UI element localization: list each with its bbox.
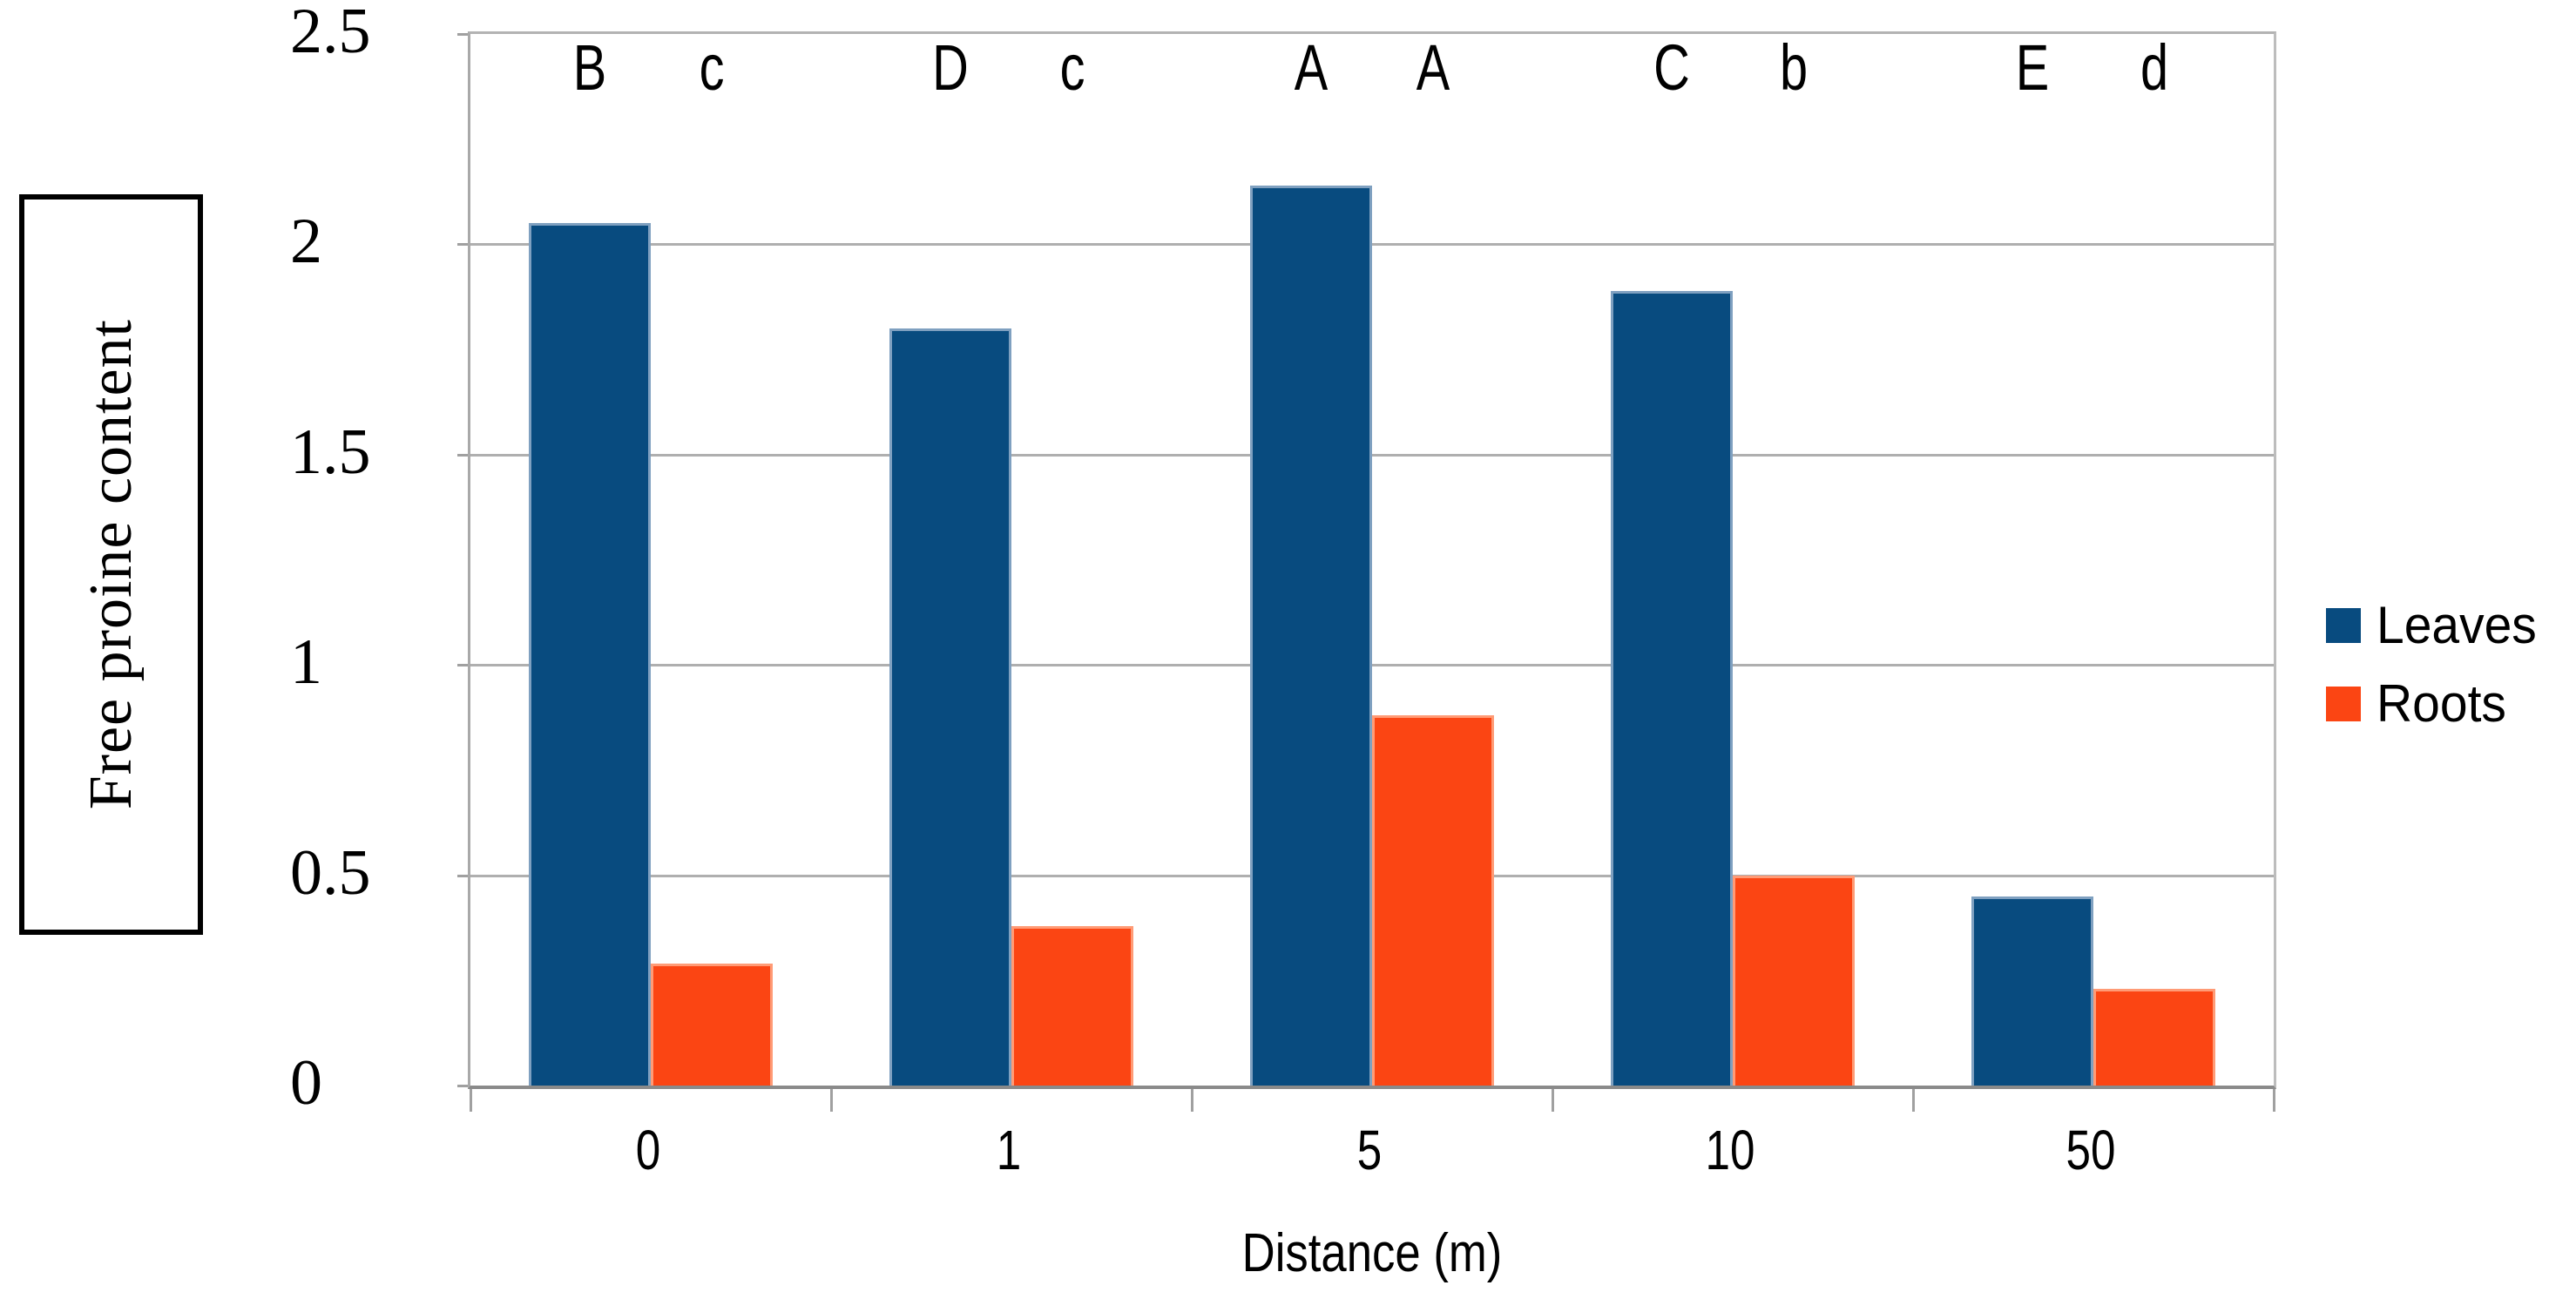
bar-leaves-1 — [889, 328, 1011, 1086]
significance-letter-roots-50: d — [2140, 31, 2169, 104]
y-axis-title: Free proine content — [77, 319, 145, 810]
gridline-y-1 — [470, 664, 2274, 667]
x-axis-tick — [470, 1089, 472, 1112]
gridline-y-1.5 — [470, 453, 2274, 457]
bar-leaves-5 — [1250, 185, 1372, 1086]
y-axis-tick — [457, 874, 468, 877]
significance-letter-roots-1: c — [1059, 31, 1085, 104]
legend-item-leaves: Leaves — [2326, 599, 2545, 652]
y-tick-label: 2 — [290, 206, 322, 278]
y-axis-tick — [457, 453, 468, 457]
x-axis-title: Distance (m) — [1241, 1223, 1503, 1283]
x-tick-label: 1 — [996, 1119, 1022, 1181]
y-tick-label: 1 — [290, 626, 322, 699]
y-tick-label: 2.5 — [290, 0, 371, 67]
gridline-y-2 — [470, 243, 2274, 247]
y-axis-tick — [457, 1085, 468, 1087]
y-tick-label: 0.5 — [290, 836, 371, 909]
y-tick-label: 1.5 — [290, 416, 371, 488]
bar-roots-5 — [1372, 715, 1494, 1086]
y-tick-label: 0 — [290, 1047, 322, 1119]
bar-leaves-0 — [529, 223, 651, 1086]
bar-group-1 — [831, 34, 1192, 1086]
significance-letter-leaves-10: C — [1653, 31, 1690, 104]
y-axis-tick — [457, 243, 468, 247]
x-axis-tick — [830, 1089, 833, 1112]
y-axis-tick — [457, 33, 468, 36]
bar-roots-1 — [1011, 925, 1133, 1086]
legend-label-roots: Roots — [2377, 674, 2506, 733]
bar-roots-10 — [1733, 875, 1855, 1086]
bar-roots-50 — [2093, 988, 2215, 1086]
significance-letter-leaves-50: E — [2015, 31, 2050, 104]
y-axis-title-box: Free proine content — [19, 194, 203, 935]
x-axis-tick — [2273, 1089, 2275, 1112]
x-axis-tick — [1912, 1089, 1915, 1112]
legend-item-roots: Roots — [2326, 678, 2545, 730]
x-tick-label: 50 — [2066, 1119, 2116, 1181]
significance-letter-roots-10: b — [1779, 31, 1809, 104]
bar-roots-0 — [651, 964, 773, 1086]
bar-group-0 — [470, 34, 831, 1086]
significance-letter-roots-0: c — [699, 31, 725, 104]
bar-group-5 — [1192, 34, 1552, 1086]
significance-letter-roots-5: A — [1416, 31, 1450, 104]
bar-leaves-10 — [1611, 290, 1733, 1086]
legend-swatch-roots — [2326, 687, 2361, 721]
x-axis-tick — [1552, 1089, 1554, 1112]
legend-label-leaves: Leaves — [2377, 596, 2537, 654]
x-tick-label: 5 — [1356, 1119, 1383, 1181]
bar-group-10 — [1552, 34, 1913, 1086]
x-tick-label: 0 — [635, 1119, 661, 1181]
significance-letter-leaves-1: D — [932, 31, 969, 104]
x-axis-tick — [1191, 1089, 1193, 1112]
bar-leaves-50 — [1971, 896, 2093, 1086]
significance-letter-leaves-5: A — [1294, 31, 1329, 104]
significance-letter-leaves-0: B — [572, 31, 607, 104]
legend-swatch-leaves — [2326, 608, 2361, 643]
y-axis-tick — [457, 664, 468, 667]
legend: Leaves Roots — [2326, 599, 2545, 730]
bar-group-50 — [1913, 34, 2274, 1086]
x-tick-label: 10 — [1705, 1119, 1755, 1181]
